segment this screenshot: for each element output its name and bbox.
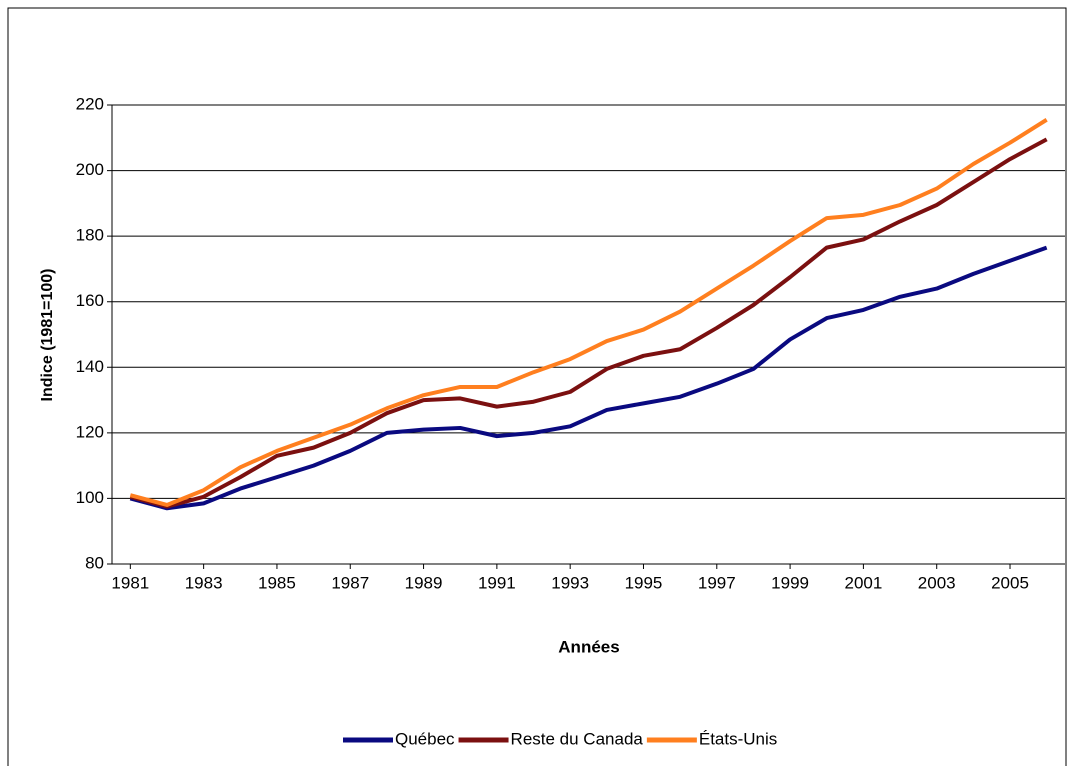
x-tick-label: 1987	[331, 573, 369, 592]
x-tick-label: 1999	[771, 573, 809, 592]
x-tick-label: 1993	[551, 573, 589, 592]
y-tick-label: 180	[76, 226, 104, 245]
x-tick-label: 2001	[844, 573, 882, 592]
x-axis-label: Années	[558, 637, 619, 656]
y-tick-label: 140	[76, 357, 104, 376]
x-tick-label: 1997	[698, 573, 736, 592]
chart-frame	[7, 7, 1067, 766]
legend-label: États-Unis	[699, 729, 777, 748]
series-line	[129, 118, 1048, 507]
x-tick-label: 1985	[258, 573, 296, 592]
y-tick-label: 120	[76, 422, 104, 441]
x-tick-label: 1981	[111, 573, 149, 592]
y-tick-label: 220	[76, 94, 104, 113]
x-tick-label: 1995	[625, 573, 663, 592]
y-tick-label: 160	[76, 291, 104, 310]
series-line	[129, 137, 1048, 509]
y-tick-label: 80	[85, 553, 104, 572]
series-line	[129, 245, 1048, 511]
x-tick-label: 2005	[991, 573, 1029, 592]
x-tick-label: 1989	[405, 573, 443, 592]
legend-label: Reste du Canada	[511, 729, 644, 748]
y-axis-label: Indice (1981=100)	[39, 269, 56, 402]
x-tick-label: 1983	[185, 573, 223, 592]
y-tick-label: 100	[76, 488, 104, 507]
legend-label: Québec	[395, 729, 455, 748]
x-tick-label: 1991	[478, 573, 516, 592]
x-tick-label: 2003	[918, 573, 956, 592]
y-tick-label: 200	[76, 160, 104, 179]
